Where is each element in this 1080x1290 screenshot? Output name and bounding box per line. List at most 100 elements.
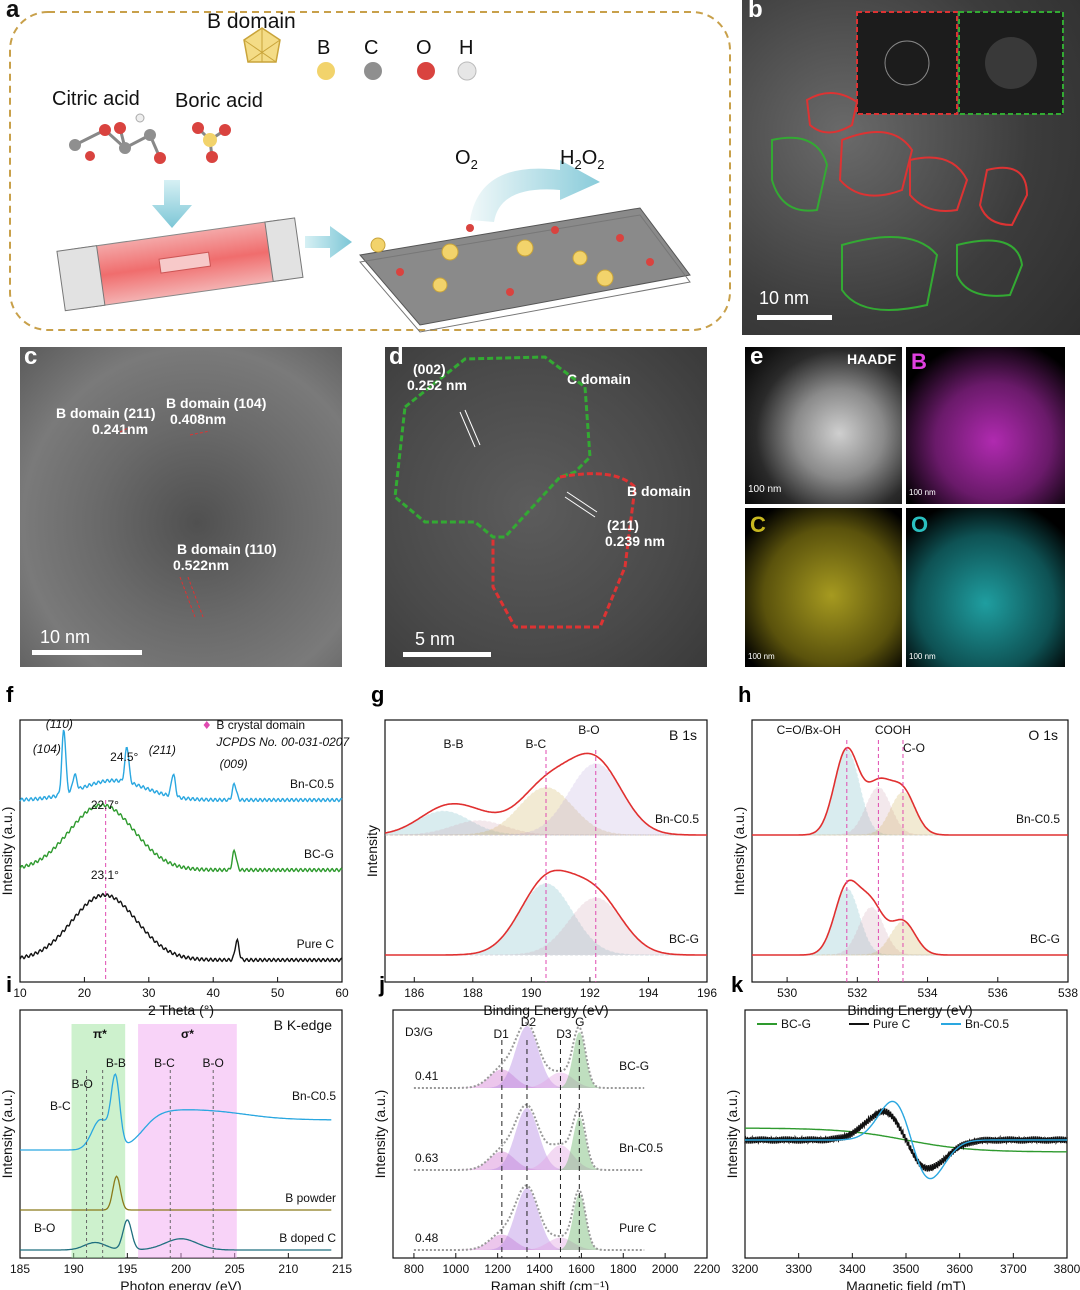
annotation: (104) xyxy=(33,742,61,756)
series-line xyxy=(19,729,343,803)
x-tick-label: 40 xyxy=(207,986,221,1000)
x-tick-label: 3200 xyxy=(732,1262,759,1276)
fit-component xyxy=(385,786,707,836)
panel-b-label: b xyxy=(748,0,763,23)
series-label: B doped C xyxy=(279,1231,336,1245)
panel-a: a B domain B C O H Citric acid Boric aci… xyxy=(0,0,740,335)
x-tick-label: 215 xyxy=(332,1262,352,1276)
x-axis-label: Photon energy (eV) xyxy=(120,1278,241,1290)
annotation: (211) xyxy=(149,743,176,757)
panel-a-schematic xyxy=(9,11,731,333)
panel-c-ann2b: 0.408nm xyxy=(170,411,227,427)
series-label: BC-G xyxy=(669,932,699,946)
annotation: B-C xyxy=(50,1099,71,1113)
panel-c-ann3: B domain (110) xyxy=(177,541,277,557)
x-tick-label: 185 xyxy=(10,1262,30,1276)
x-tick-label: 3600 xyxy=(946,1262,973,1276)
data-points xyxy=(413,1021,645,1089)
panel-b-scale-text: 10 nm xyxy=(759,288,810,308)
annotation: 24.5° xyxy=(110,750,138,764)
x-tick-label: 532 xyxy=(847,986,867,1000)
series-label: Bn-C0.5 xyxy=(619,1141,663,1155)
y-axis-label: Intensity (a.u.) xyxy=(731,807,747,896)
fit-component xyxy=(384,810,707,836)
panel-c-label: c xyxy=(24,347,38,370)
haadf-map xyxy=(745,347,902,504)
panel-e-label: e xyxy=(750,347,764,370)
fit-envelope xyxy=(752,746,1068,836)
chart-title: B 1s xyxy=(669,727,697,743)
o-map-scale: 100 nm xyxy=(909,652,936,661)
panel-c-ann1: B domain (211) xyxy=(56,405,156,421)
x-tick-label: 30 xyxy=(142,986,156,1000)
o-map-label: O xyxy=(911,512,929,537)
fit-envelope xyxy=(752,879,1068,956)
x-tick-label: 205 xyxy=(225,1262,245,1276)
x-tick-label: 3700 xyxy=(1000,1262,1027,1276)
legend-marker xyxy=(203,721,210,729)
c-map-scale: 100 nm xyxy=(748,652,775,661)
panel-c-ann1b: 0.241nm xyxy=(92,421,149,437)
x-tick-label: 3800 xyxy=(1054,1262,1080,1276)
series-line xyxy=(20,1073,332,1151)
annotation: D1 xyxy=(493,1027,509,1041)
chart-j-frame xyxy=(392,1009,708,1259)
panel-d-scale-bar xyxy=(403,652,491,657)
chart-panels: f10 20 30 40 50 602 Theta (°)Intensity (a.u.)… xyxy=(0,682,1080,1290)
annotation: D3 xyxy=(556,1027,572,1041)
panel-d-ann2b: 0.239 nm xyxy=(605,533,665,549)
fit-component xyxy=(455,1237,624,1250)
annotation: B-C xyxy=(154,1056,175,1070)
x-tick-label: 210 xyxy=(278,1262,298,1276)
annotation: D3/G xyxy=(405,1025,433,1039)
panel-c-scale-bar xyxy=(32,650,142,655)
panel-b-scale-bar xyxy=(757,315,832,320)
annotation: B-O xyxy=(202,1056,223,1070)
chart-title: O 1s xyxy=(1028,727,1058,743)
ratio-label: 0.41 xyxy=(415,1069,439,1083)
citric-acid-label: Citric acid xyxy=(52,88,140,110)
x-tick-label: 10 xyxy=(13,986,27,1000)
series-label: Bn-C0.5 xyxy=(1016,812,1060,826)
x-tick-label: 534 xyxy=(918,986,938,1000)
chart-k: k 3200 3300 3400 3500 3600 3700 3800 Magnetic fi… xyxy=(724,972,1080,1290)
panel-d-label: d xyxy=(389,347,404,370)
boric-acid-label: Boric acid xyxy=(175,90,263,112)
c-map-label: C xyxy=(750,512,766,537)
annotation: COOH xyxy=(875,723,911,737)
fit-envelope xyxy=(385,869,707,956)
series-line xyxy=(19,802,343,873)
fit-component xyxy=(455,1108,624,1170)
legend-b: B xyxy=(317,37,331,59)
x-tick-label: 2000 xyxy=(652,1262,679,1276)
chart-i: i 185 190 195 200 205 210 215 Photon energy (eV)… xyxy=(0,972,352,1290)
x-tick-label: 800 xyxy=(404,1262,424,1276)
chart-f-frame xyxy=(19,719,343,983)
fit-component xyxy=(455,1234,624,1250)
x-tick-label: 186 xyxy=(404,986,424,1000)
annotation: B-B xyxy=(444,737,464,751)
chart-k-frame xyxy=(744,1009,1068,1259)
fit-component xyxy=(385,820,707,836)
fit-component xyxy=(455,1145,624,1170)
panel-a-label: a xyxy=(6,0,20,23)
x-tick-label: 192 xyxy=(580,986,600,1000)
series-label: Bn-C0.5 xyxy=(292,1089,336,1103)
annotation: 23.1° xyxy=(91,868,119,882)
x-tick-label: 3400 xyxy=(839,1262,866,1276)
x-tick-label: 20 xyxy=(78,986,92,1000)
x-tick-label: 196 xyxy=(697,986,717,1000)
o2-label: O2 xyxy=(455,147,478,172)
c-map xyxy=(745,508,902,667)
x-tick-label: 190 xyxy=(64,1262,84,1276)
series-label: Bn-C0.5 xyxy=(655,812,699,826)
series-label: Bn-C0.5 xyxy=(290,777,334,791)
b-map-label: B xyxy=(911,349,927,374)
fit-component xyxy=(455,1117,624,1170)
annotation: D2 xyxy=(521,1015,537,1029)
fit-component xyxy=(455,1032,624,1088)
panel-d-ann1b: 0.252 nm xyxy=(407,377,467,393)
annotation: C-O xyxy=(903,741,925,755)
